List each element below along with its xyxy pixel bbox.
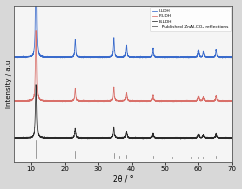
Line: P-LDH: P-LDH bbox=[14, 30, 232, 102]
P-LDH bbox=[144, 100, 146, 102]
I-LDH bbox=[144, 56, 146, 58]
B-LDH bbox=[192, 137, 195, 139]
X-axis label: 2θ / °: 2θ / ° bbox=[113, 174, 133, 184]
P-LDH bbox=[35, 29, 38, 32]
I-LDH bbox=[154, 56, 157, 58]
B-LDH bbox=[96, 137, 99, 139]
I-LDH bbox=[192, 56, 195, 58]
B-LDH bbox=[53, 137, 55, 139]
I-LDH bbox=[96, 55, 99, 58]
I-LDH bbox=[13, 56, 16, 58]
B-LDH bbox=[154, 137, 157, 139]
B-LDH bbox=[230, 137, 233, 139]
P-LDH bbox=[175, 100, 178, 102]
I-LDH bbox=[175, 56, 178, 59]
B-LDH bbox=[175, 137, 178, 139]
P-LDH bbox=[154, 100, 157, 102]
I-LDH bbox=[230, 56, 233, 59]
B-LDH bbox=[35, 84, 38, 86]
P-LDH bbox=[13, 99, 16, 102]
Y-axis label: Intensity / a.u: Intensity / a.u bbox=[6, 59, 12, 108]
Line: I-LDH: I-LDH bbox=[14, 0, 232, 58]
Line: B-LDH: B-LDH bbox=[14, 85, 232, 139]
P-LDH bbox=[192, 100, 195, 102]
B-LDH bbox=[144, 137, 146, 139]
I-LDH bbox=[53, 55, 55, 58]
I-LDH bbox=[221, 57, 224, 59]
B-LDH bbox=[179, 138, 182, 140]
P-LDH bbox=[230, 100, 233, 102]
P-LDH bbox=[96, 100, 99, 102]
P-LDH bbox=[172, 101, 174, 103]
B-LDH bbox=[13, 137, 16, 139]
P-LDH bbox=[53, 100, 55, 102]
Legend: I-LDH, P-LDH, B-LDH,   Published ZnAl-CO₃ reflections: I-LDH, P-LDH, B-LDH, Published ZnAl-CO₃ … bbox=[150, 7, 231, 31]
